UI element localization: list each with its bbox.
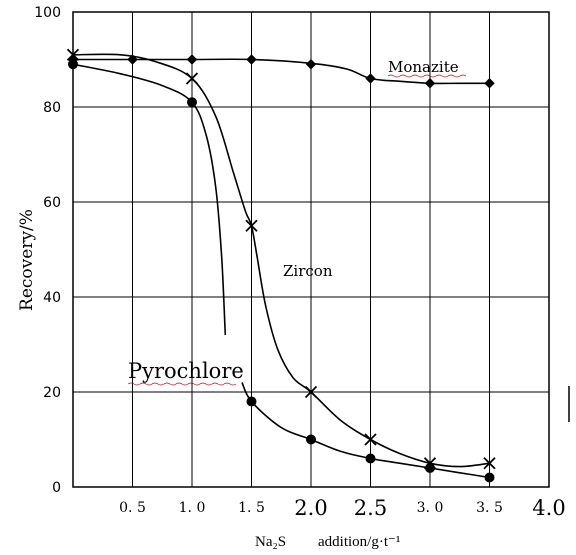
- x-tick-labels: 0. 5 1. 0 1. 5 2.0 2.5 3. 0 3. 5 4.0: [119, 496, 566, 520]
- y-tick-label: 100: [34, 5, 61, 21]
- y-tick-label: 20: [43, 385, 61, 401]
- x-tick-label: 4.0: [532, 496, 565, 520]
- data-point-monazite: [365, 73, 376, 84]
- data-point-monazite: [186, 54, 198, 65]
- x-tick-label: 3. 5: [476, 500, 503, 516]
- x-tick-label: 1. 0: [179, 500, 206, 516]
- series-line-zircon: [72, 53, 490, 468]
- chart-points: [66, 48, 496, 483]
- data-point-pyrochlore: [425, 463, 435, 473]
- series-label-pyrochlore: Pyrochlore: [128, 359, 244, 383]
- underline-pyrochlore: [127, 382, 237, 386]
- series-line-monazite: [72, 58, 490, 85]
- x-tick-label: 1. 5: [238, 500, 265, 516]
- data-point-monazite: [127, 54, 138, 65]
- data-point-monazite: [484, 78, 495, 89]
- data-point-zircon: [185, 72, 199, 85]
- data-point-pyrochlore: [365, 453, 376, 464]
- data-point-monazite: [305, 59, 317, 70]
- series-line-pyrochlore: [72, 63, 227, 336]
- data-point-zircon: [483, 457, 496, 470]
- data-point-pyrochlore: [68, 59, 78, 70]
- x-tick-label: 3. 0: [417, 500, 444, 516]
- data-point-monazite: [424, 78, 436, 89]
- data-point-zircon: [304, 385, 318, 399]
- series-label-monazite: Monazite: [388, 58, 459, 76]
- chart-grid: [73, 12, 549, 487]
- x-tick-label: 2.5: [354, 496, 387, 520]
- underline-monazite: [387, 74, 467, 78]
- x-axis-label-reagent: Na₂S: [255, 534, 286, 550]
- y-tick-labels: 0 20 40 60 80 100: [34, 5, 61, 496]
- data-point-zircon: [245, 219, 258, 232]
- chart-series: [72, 53, 490, 479]
- y-axis-label: Recovery/%: [17, 209, 37, 311]
- y-tick-label: 40: [43, 290, 61, 306]
- data-point-pyrochlore: [246, 396, 257, 407]
- series-label-zircon: Zircon: [283, 262, 333, 280]
- y-tick-label: 80: [43, 100, 61, 116]
- data-point-pyrochlore: [484, 472, 495, 483]
- data-point-monazite: [246, 54, 257, 65]
- plot-frame: [72, 11, 550, 488]
- x-tick-label: 2.0: [294, 496, 327, 520]
- y-tick-label: 60: [43, 195, 61, 211]
- x-axis-label-unit: addition/g·t⁻¹: [318, 534, 400, 550]
- y-tick-label: 0: [52, 480, 61, 496]
- data-point-pyrochlore: [187, 97, 197, 108]
- data-point-zircon: [364, 433, 377, 446]
- data-point-zircon: [66, 48, 80, 61]
- x-tick-label: 0. 5: [119, 500, 146, 516]
- data-point-pyrochlore: [306, 434, 316, 445]
- series-line-pyrochlore: [241, 382, 490, 479]
